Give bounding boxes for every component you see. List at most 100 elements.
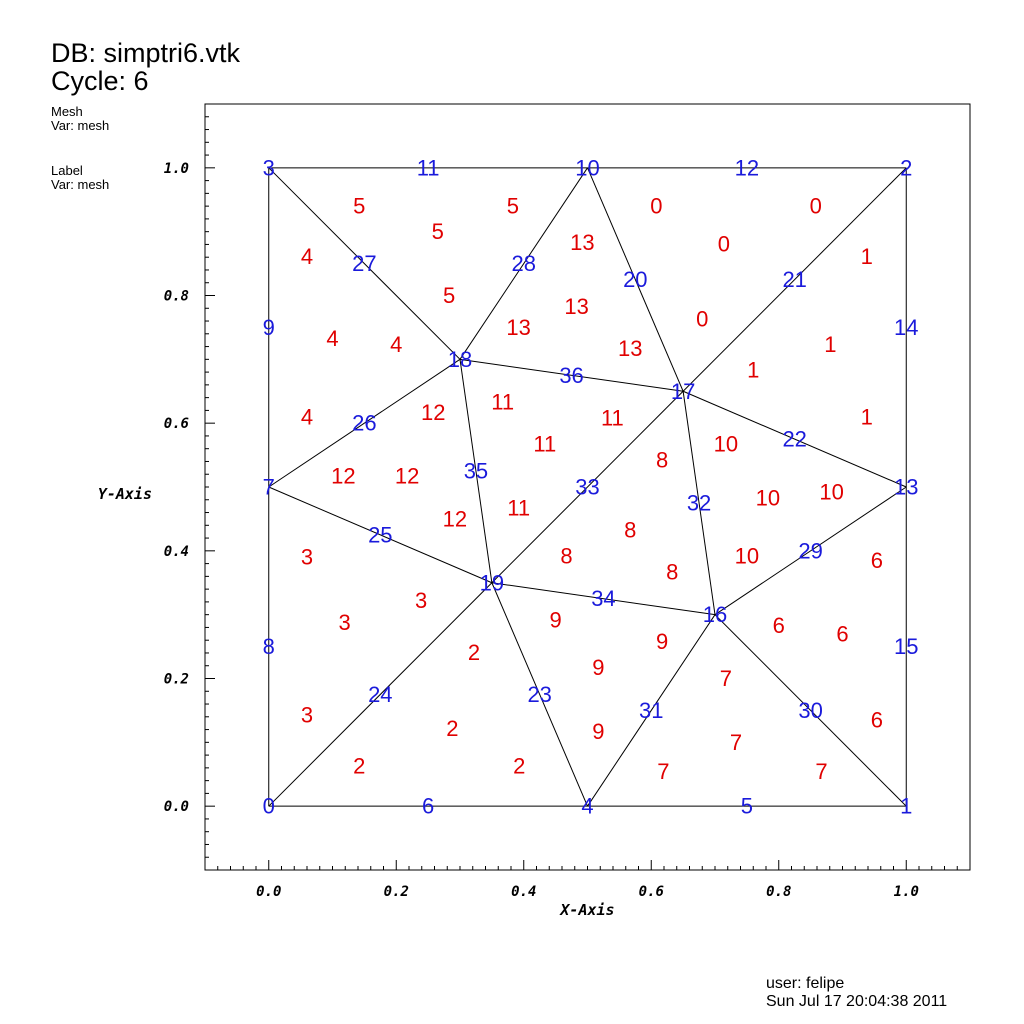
zone-label: 13 — [570, 230, 594, 255]
zone-label: 9 — [592, 655, 604, 680]
zone-label: 4 — [301, 244, 313, 269]
zone-label: 10 — [714, 432, 738, 457]
node-label: 14 — [894, 315, 918, 340]
zone-label: 9 — [550, 607, 562, 632]
zone-label: 10 — [819, 480, 843, 505]
zone-label: 12 — [443, 506, 467, 531]
mesh-edge — [268, 582, 493, 807]
y-tick-label: 0.2 — [164, 672, 189, 688]
zone-label: 4 — [390, 332, 402, 357]
node-label: 31 — [639, 698, 663, 723]
zone-label: 5 — [507, 194, 519, 219]
zone-label: 2 — [513, 753, 525, 778]
zone-label: 13 — [618, 336, 642, 361]
zone-label: 0 — [718, 231, 730, 256]
node-label: 17 — [671, 379, 695, 404]
node-label: 21 — [782, 267, 806, 292]
zone-label: 8 — [560, 543, 572, 568]
timestamp-label: Sun Jul 17 20:04:38 2011 — [766, 993, 948, 1010]
node-label: 29 — [798, 538, 822, 563]
zone-label: 11 — [601, 406, 624, 431]
node-label: 18 — [448, 347, 472, 372]
node-label: 19 — [480, 570, 504, 595]
node-label: 16 — [703, 602, 727, 627]
zone-label: 1 — [861, 244, 873, 269]
zone-label: 8 — [666, 559, 678, 584]
zone-label: 0 — [810, 194, 822, 219]
zone-label: 2 — [468, 640, 480, 665]
x-axis-title: X-Axis — [558, 901, 614, 919]
node-label: 27 — [352, 251, 376, 276]
mesh-edge — [459, 359, 493, 583]
zone-label: 1 — [861, 404, 873, 429]
y-tick-label: 0.0 — [164, 799, 189, 815]
node-label: 15 — [894, 634, 918, 659]
mesh-edge — [459, 358, 684, 392]
node-label: 12 — [735, 155, 759, 180]
database-title: DB: simptri6.vtk — [51, 38, 241, 68]
zone-label: 6 — [871, 707, 883, 732]
zone-label: 4 — [326, 326, 338, 351]
mesh-edge — [682, 391, 716, 615]
x-tick-label: 0.6 — [639, 884, 664, 900]
zone-label: 7 — [657, 759, 669, 784]
zone-label: 2 — [446, 716, 458, 741]
zone-label: 13 — [506, 315, 530, 340]
zone-label: 7 — [720, 666, 732, 691]
mesh-edge — [587, 614, 716, 807]
plot-legend-label-var: Var: mesh — [51, 177, 110, 192]
zone-label: 1 — [824, 332, 836, 357]
zone-label: 0 — [696, 307, 708, 332]
node-label: 8 — [263, 634, 275, 659]
node-label: 24 — [368, 682, 392, 707]
node-label: 26 — [352, 411, 376, 436]
zone-label: 9 — [592, 719, 604, 744]
zone-label: 2 — [353, 753, 365, 778]
zone-label: 8 — [656, 448, 668, 473]
zone-label: 6 — [871, 548, 883, 573]
axis-labels: 0.0 0.2 0.4 0.6 0.8 1.0 0.0 0.2 0.4 0.6 0.8 1.0 X-Ax… — [98, 161, 919, 919]
zone-label: 3 — [338, 610, 350, 635]
y-tick-label: 0.6 — [164, 416, 189, 432]
zone-label: 6 — [773, 613, 785, 638]
node-label: 7 — [263, 475, 275, 500]
x-tick-label: 1.0 — [894, 884, 919, 900]
zone-label: 6 — [836, 621, 848, 646]
node-label: 1 — [900, 794, 912, 819]
cycle-label: Cycle: 6 — [51, 66, 149, 96]
axis-ticks — [204, 103, 971, 871]
node-label: 5 — [741, 794, 753, 819]
node-label: 3 — [263, 155, 275, 180]
node-label: 11 — [417, 155, 440, 180]
node-label: 23 — [527, 682, 551, 707]
x-tick-label: 0.2 — [384, 884, 409, 900]
mesh-edge — [491, 390, 684, 584]
zone-label: 13 — [564, 294, 588, 319]
zone-label: 1 — [747, 358, 759, 383]
mesh-edge — [268, 358, 461, 488]
zone-label: 3 — [301, 702, 313, 727]
zone-label: 0 — [650, 194, 662, 219]
mesh-edge — [682, 390, 907, 488]
y-tick-label: 1.0 — [164, 161, 189, 177]
zone-label: 7 — [815, 759, 827, 784]
mesh-edge — [268, 167, 461, 360]
mesh-edge — [714, 486, 907, 616]
node-label: 33 — [575, 475, 599, 500]
zone-label: 11 — [507, 496, 530, 521]
node-label: 22 — [782, 427, 806, 452]
node-label: 35 — [464, 459, 488, 484]
zone-label: 10 — [756, 485, 780, 510]
mesh-edge — [268, 486, 493, 584]
user-label: user: felipe — [766, 975, 845, 992]
y-tick-label: 0.4 — [164, 544, 189, 560]
zone-label: 11 — [491, 390, 514, 415]
plot-legend-label-type: Label — [51, 163, 83, 178]
plot-legend-mesh-type: Mesh — [51, 104, 83, 119]
zone-label: 12 — [421, 400, 445, 425]
node-label: 25 — [368, 522, 392, 547]
node-label: 20 — [623, 267, 647, 292]
zone-label: 5 — [443, 283, 455, 308]
